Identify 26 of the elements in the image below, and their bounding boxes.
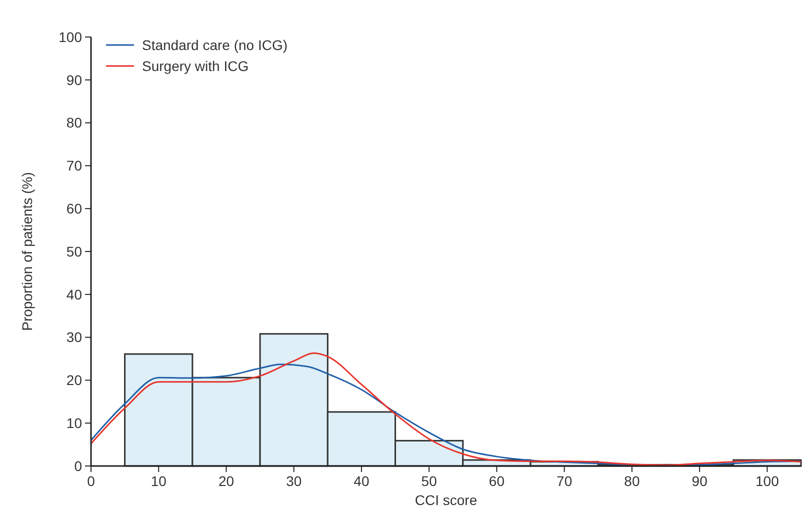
x-tick-label: 70 [556, 473, 572, 489]
legend-label: Surgery with ICG [142, 58, 249, 74]
y-tick-label: 80 [66, 114, 82, 131]
y-tick-label: 50 [66, 243, 82, 260]
x-tick-label: 20 [218, 473, 234, 489]
y-tick-label: 90 [66, 72, 82, 88]
y-tick-label: 60 [66, 200, 82, 216]
x-tick-label: 30 [286, 473, 302, 489]
y-tick-label: 70 [66, 158, 82, 174]
x-tick-label: 60 [488, 473, 505, 489]
y-tick-label: 30 [66, 329, 82, 346]
legend-label: Standard care (no ICG) [142, 36, 288, 53]
x-tick-label: 50 [421, 473, 438, 489]
x-tick-label: 100 [756, 473, 780, 489]
x-tick-label: 80 [624, 473, 640, 489]
x-tick-label: 10 [150, 473, 167, 489]
x-tick-label: 40 [354, 473, 370, 489]
x-axis-title: CCI score [414, 492, 478, 508]
y-tick-label: 0 [74, 458, 82, 474]
y-tick-label: 40 [66, 286, 82, 302]
x-tick-label: 90 [692, 473, 708, 489]
y-axis-title: Proportion of patients (%) [19, 172, 35, 331]
y-tick-label: 20 [66, 372, 82, 388]
x-tick-label: 0 [87, 473, 96, 489]
y-tick-label: 10 [66, 415, 82, 431]
y-tick-label: 100 [58, 28, 82, 45]
